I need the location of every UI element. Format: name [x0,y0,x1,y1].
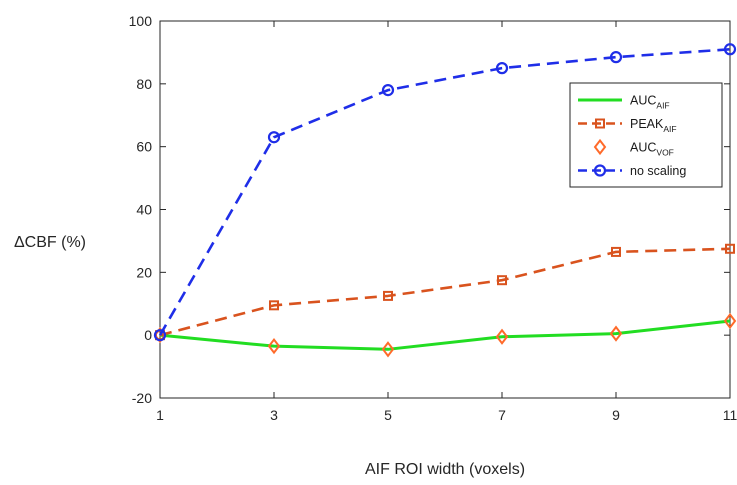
x-axis-label: AIF ROI width (voxels) [365,461,525,478]
series-line [159,247,731,337]
series-0 [159,319,731,351]
data-point [383,290,393,301]
legend-marker [593,164,607,177]
data-point [495,62,509,75]
y-axis-label: ΔCBF (%) [14,234,86,251]
data-point [381,341,395,358]
y-tick-label: 100 [129,13,153,29]
legend-label: AUCVOF [630,141,674,158]
legend-label: PEAKAIF [630,117,677,134]
legend-item: PEAKAIF [578,117,677,134]
data-point [381,84,395,97]
series-2 [153,312,737,358]
x-tick-label: 7 [498,407,506,423]
legend-label: AUCAIF [630,94,670,111]
x-tick-label: 9 [612,407,620,423]
data-point [609,51,623,64]
y-tick-label: 20 [136,264,152,280]
x-tick-label: 11 [723,407,737,423]
data-point [723,43,737,56]
data-point [723,312,737,330]
x-tick-label: 1 [156,407,164,423]
y-tick-label: -20 [132,390,152,406]
data-point [153,329,167,342]
data-point [497,275,507,286]
series-line [159,319,731,351]
legend-item: AUCVOF [593,138,674,158]
data-point [267,131,281,144]
x-tick-label: 3 [270,407,278,423]
data-point [725,243,735,254]
data-point [611,246,621,257]
legend-label: no scaling [630,164,686,178]
data-point [269,300,279,311]
legend-item: no scaling [578,164,686,178]
plot-frame [159,20,731,399]
data-point [495,328,509,345]
y-tick-label: 0 [144,327,152,343]
data-point [267,338,281,355]
legend-marker [593,138,607,156]
series-line [158,47,731,336]
y-tick-label: 40 [136,202,152,218]
y-tick-label: 80 [136,76,152,92]
data-point [609,325,623,342]
series-1 [155,243,735,341]
x-tick-label: 5 [384,407,392,423]
y-tick-label: 60 [136,139,152,155]
data-point [153,327,167,344]
series-3 [153,43,737,342]
legend-marker [595,118,605,129]
legend-item: AUCAIF [578,94,670,111]
